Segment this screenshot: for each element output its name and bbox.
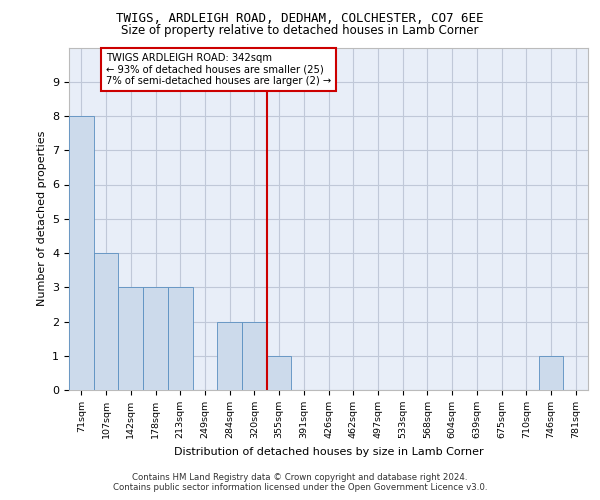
Text: Contains HM Land Registry data © Crown copyright and database right 2024.
Contai: Contains HM Land Registry data © Crown c… [113,473,487,492]
Bar [267,356,292,390]
Bar [69,116,94,390]
Bar [539,356,563,390]
Bar [242,322,267,390]
Text: Size of property relative to detached houses in Lamb Corner: Size of property relative to detached ho… [121,24,479,37]
Bar [143,287,168,390]
Bar [168,287,193,390]
Text: TWIGS, ARDLEIGH ROAD, DEDHAM, COLCHESTER, CO7 6EE: TWIGS, ARDLEIGH ROAD, DEDHAM, COLCHESTER… [116,12,484,26]
Bar [118,287,143,390]
Bar [217,322,242,390]
Bar [94,253,118,390]
X-axis label: Distribution of detached houses by size in Lamb Corner: Distribution of detached houses by size … [173,446,484,456]
Y-axis label: Number of detached properties: Number of detached properties [37,131,47,306]
Text: TWIGS ARDLEIGH ROAD: 342sqm
← 93% of detached houses are smaller (25)
7% of semi: TWIGS ARDLEIGH ROAD: 342sqm ← 93% of det… [106,52,331,86]
